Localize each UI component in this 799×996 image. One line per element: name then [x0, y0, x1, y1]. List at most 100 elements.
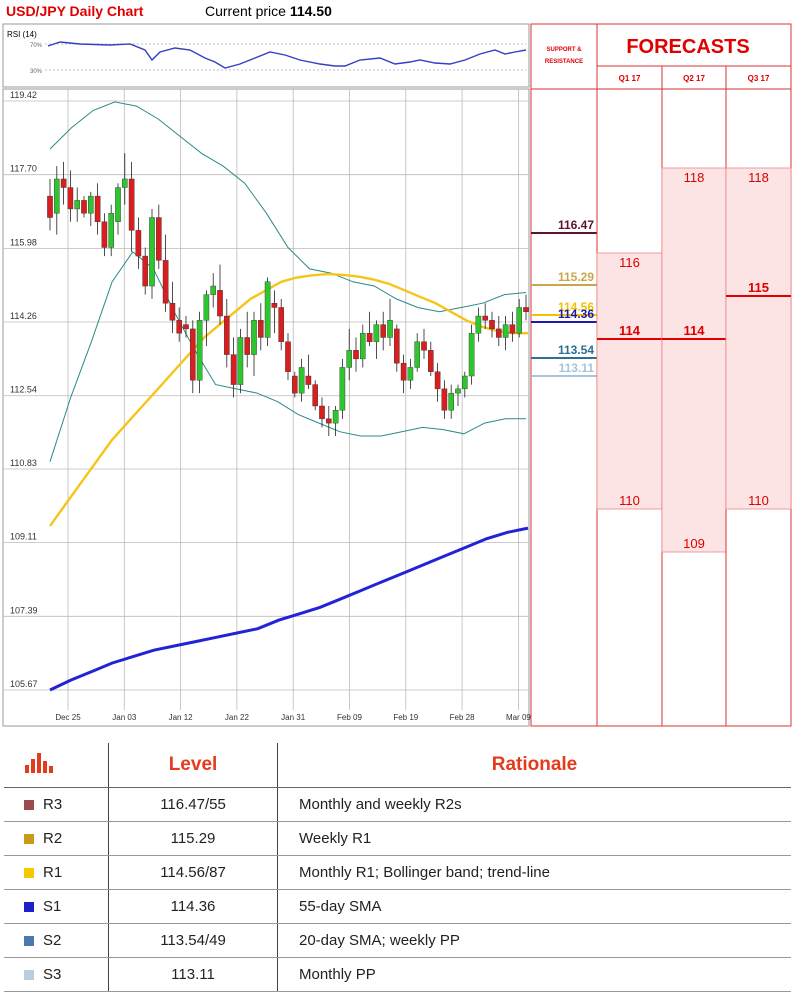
forecast-quarter-label: Q3 17 — [748, 74, 770, 83]
level-color-swatch — [24, 868, 34, 878]
y-tick-label: 114.26 — [10, 311, 37, 321]
levels-header-row: Level Rationale — [4, 743, 791, 788]
candle — [230, 337, 237, 398]
forecast-quarter-label: Q1 17 — [619, 74, 641, 83]
band-lower — [49, 251, 526, 462]
sma-fast-line — [49, 272, 528, 527]
y-tick-label: 117.70 — [10, 164, 37, 174]
forecast-mid: 115 — [748, 280, 769, 295]
forecast-quarter-label: Q2 17 — [683, 74, 705, 83]
candle — [87, 191, 94, 227]
candle — [326, 405, 332, 436]
candle — [434, 363, 441, 402]
candle — [210, 273, 217, 308]
forecast-columns: Q1 17 116 114 110 Q2 17 118 114 109 Q3 17 118 115 1… — [596, 66, 792, 726]
rsi-line — [47, 41, 527, 69]
x-tick-label: Feb 09 — [337, 713, 362, 722]
candle — [428, 341, 434, 377]
forecast-range — [661, 167, 727, 553]
level-name-cell: S1 — [4, 889, 109, 924]
candle — [462, 371, 468, 398]
y-tick-label: 112.54 — [10, 385, 37, 395]
sma-slow-line — [49, 526, 529, 692]
table-row: S2 113.54/49 20-day SMA; weekly PP — [4, 923, 791, 958]
level-name: R2 — [43, 830, 63, 847]
candle — [162, 234, 169, 312]
level-name-cell: R2 — [4, 821, 109, 856]
forecast-range — [596, 252, 663, 510]
rationale-header: Rationale — [277, 743, 791, 788]
table-row: S1 114.36 55-day SMA — [4, 889, 791, 924]
y-tick-label: 115.98 — [10, 237, 37, 247]
y-tick-label: 105.67 — [10, 679, 38, 689]
x-tick-label: Jan 22 — [225, 713, 250, 722]
sr-value-s3: 113.11 — [559, 361, 595, 375]
candle — [258, 303, 264, 351]
rsi-level-30: 30% — [30, 69, 43, 75]
chart-title: USD/JPY Daily Chart — [6, 3, 144, 19]
candle — [60, 161, 67, 205]
sr-value-s2: 113.54 — [558, 343, 594, 357]
x-tick-label: Jan 31 — [281, 713, 306, 722]
candle — [360, 324, 366, 368]
candle — [94, 183, 101, 235]
candle — [54, 166, 60, 235]
candle — [407, 358, 414, 389]
level-rationale: Monthly PP — [277, 957, 791, 992]
candle — [47, 178, 53, 231]
sr-value-r3: 116.47 — [558, 218, 594, 232]
candle — [121, 153, 128, 205]
candle — [264, 277, 271, 347]
x-axis-labels: Dec 25 Jan 03 Jan 12 Jan 22 Jan 31 Feb 09 Feb … — [55, 713, 531, 722]
candlesticks — [47, 153, 529, 436]
candle — [251, 311, 257, 377]
candle — [203, 290, 210, 347]
candle — [312, 380, 319, 411]
level-rationale: 20-day SMA; weekly PP — [277, 923, 791, 958]
candle — [509, 311, 516, 342]
level-color-swatch — [24, 936, 34, 946]
price-value: 114.50 — [289, 3, 332, 19]
level-color-swatch — [24, 970, 34, 980]
forecast-mid: 114 — [684, 323, 706, 338]
candle — [387, 298, 393, 347]
candle — [115, 183, 121, 235]
candle — [169, 281, 176, 334]
candle — [339, 358, 346, 419]
candle — [101, 213, 108, 257]
candle — [285, 333, 291, 381]
forecast-title: FORECASTS — [626, 36, 749, 58]
candle — [244, 311, 251, 368]
forecast-mid: 114 — [619, 323, 641, 338]
forecast-high: 118 — [748, 170, 769, 185]
candle — [489, 311, 495, 338]
level-header: Level — [108, 743, 278, 788]
x-tick-label: Jan 12 — [169, 713, 194, 722]
candle — [380, 311, 387, 351]
forecast-low: 109 — [683, 536, 705, 551]
level-name: S2 — [43, 932, 62, 949]
level-name: R3 — [43, 796, 63, 813]
candle — [128, 161, 135, 252]
x-tick-label: Mar 09 — [506, 713, 531, 722]
sr-value-r1: 114.56 — [558, 300, 594, 314]
level-rationale: Weekly R1 — [277, 821, 791, 856]
candle — [237, 328, 244, 394]
candle — [366, 311, 373, 347]
candle — [217, 264, 223, 325]
candle — [81, 196, 87, 218]
candle — [278, 298, 285, 351]
candle — [135, 217, 142, 269]
forecast-low: 110 — [619, 493, 640, 508]
table-row: S3 113.11 Monthly PP — [4, 957, 791, 992]
candle — [414, 333, 421, 372]
current-price: Current price 114.50 — [205, 3, 332, 19]
candle — [298, 358, 305, 402]
candle — [67, 170, 74, 222]
level-name-cell: S3 — [4, 957, 109, 992]
bar-chart-icon — [25, 753, 53, 773]
candle — [346, 328, 353, 381]
sr-value-r2: 115.29 — [558, 270, 594, 284]
candle — [502, 316, 509, 351]
level-name: R1 — [43, 864, 63, 881]
